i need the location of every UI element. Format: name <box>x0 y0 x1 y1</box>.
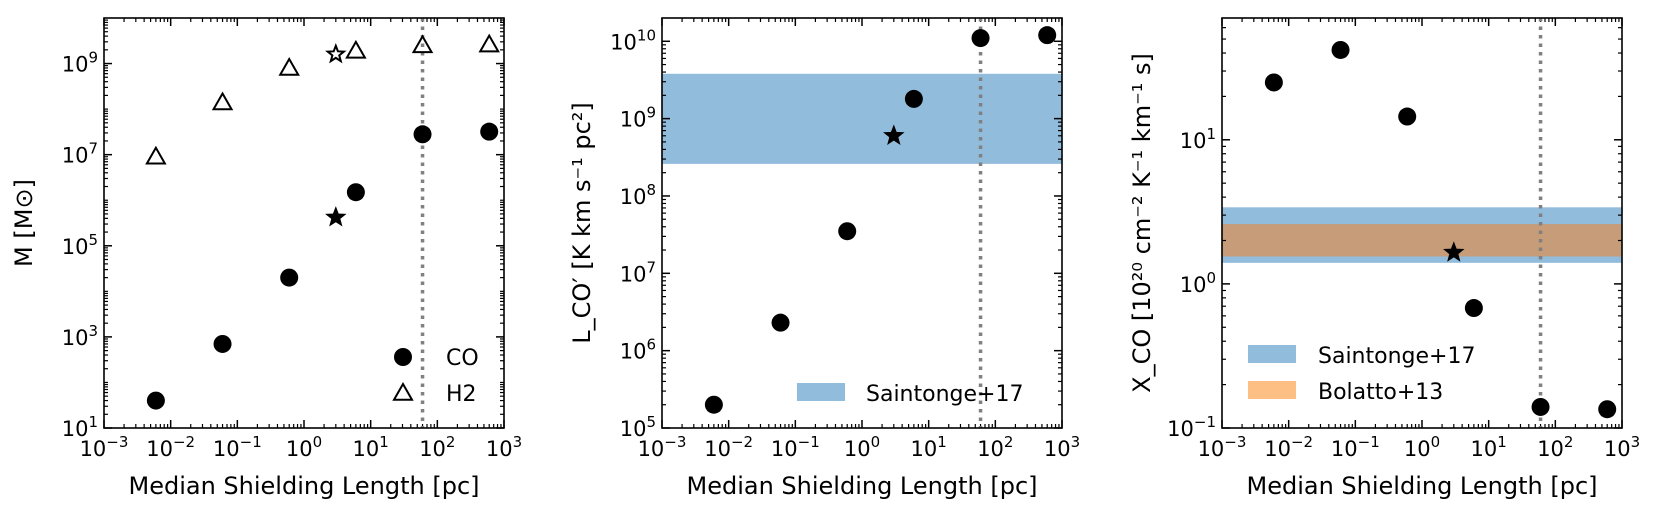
x-tick-label: 101 <box>1471 433 1507 461</box>
plot-frame <box>103 17 505 429</box>
x-tick-label: 101 <box>911 433 947 461</box>
chart-panel-mass: 10−3 10−2 10−1 100 101 102 103 101 103 105 107 109 M… <box>10 17 522 500</box>
x-tick-label: 101 <box>353 433 389 461</box>
chart-panel-luminosity: 10−3 10−2 10−1 100 101 102 103 105 106 107 108 109 1… <box>568 17 1080 500</box>
co-point <box>771 313 790 332</box>
x-tick-label: 10−2 <box>704 433 753 461</box>
y-tick-label: 101 <box>62 413 98 441</box>
x-tick-label: 10−3 <box>638 433 687 461</box>
star-filled-point <box>325 206 347 227</box>
y-tick-label: 100 <box>1180 269 1216 297</box>
y-tick-label: 105 <box>62 231 98 259</box>
x-tick-label: 10−3 <box>1198 433 1247 461</box>
x-axis-label: Median Shielding Length [pc] <box>128 472 479 500</box>
y-axis-label: X_CO [10²⁰ cm⁻² K⁻¹ km⁻¹ s] <box>1128 53 1156 393</box>
co-point <box>146 391 165 410</box>
legend: CO H2 <box>392 346 479 407</box>
y-tick-label: 109 <box>62 49 98 77</box>
y-tick-label: 108 <box>620 181 656 209</box>
y-tick-label: 107 <box>620 258 656 286</box>
co-point <box>480 122 499 141</box>
x-tick-label: 102 <box>977 433 1013 461</box>
plot-frame <box>1221 17 1623 429</box>
y-axis-label: M [M⊙] <box>10 179 38 267</box>
star-open-point <box>325 42 347 64</box>
legend-marker-triangle <box>392 381 414 401</box>
h2-point <box>411 34 434 54</box>
co-point <box>1598 400 1617 419</box>
co-point <box>838 222 857 241</box>
co-point <box>1264 73 1283 92</box>
y-tick-label: 1010 <box>610 26 656 54</box>
y-tick-label: 10−1 <box>1167 413 1216 441</box>
h2-point <box>211 91 234 111</box>
band-bolatto-13 <box>1222 224 1622 257</box>
y-tick-label: 105 <box>620 413 656 441</box>
co-point <box>904 89 923 108</box>
star-filled-point <box>883 124 905 145</box>
x-tick-label: 102 <box>419 433 455 461</box>
legend-swatch <box>1248 345 1296 363</box>
y-tick-label: 103 <box>62 322 98 350</box>
minor-ticks <box>104 18 504 428</box>
x-tick-label: 103 <box>486 433 522 461</box>
co-point <box>971 29 990 48</box>
x-axis-label: Median Shielding Length [pc] <box>686 472 1037 500</box>
co-point <box>213 334 232 353</box>
y-axis-label: L_CO′ [K km s⁻¹ pc²] <box>568 102 596 344</box>
co-point <box>1464 299 1483 318</box>
legend-label: CO <box>446 346 479 371</box>
x-tick-label: 102 <box>1537 433 1573 461</box>
legend: Saintonge+17 Bolatto+13 <box>1248 344 1475 405</box>
chart-panel-xco: 10−3 10−2 10−1 100 101 102 103 10−1 100 101 Median… <box>1128 17 1640 500</box>
legend-label: H2 <box>446 382 477 407</box>
h2-point <box>278 56 300 76</box>
x-tick-label: 103 <box>1604 433 1640 461</box>
co-point <box>1331 40 1350 59</box>
h2-point <box>345 39 367 59</box>
h2-point <box>478 33 500 53</box>
co-point <box>1531 397 1550 416</box>
x-tick-label: 10−2 <box>146 433 195 461</box>
x-tick-label: 100 <box>286 433 322 461</box>
legend-swatch <box>1248 381 1296 399</box>
star-filled-point <box>1443 241 1465 262</box>
x-tick-label: 100 <box>844 433 880 461</box>
legend: Saintonge+17 <box>797 382 1023 407</box>
y-tick-label: 101 <box>1180 125 1216 153</box>
legend-marker-circle <box>394 348 412 366</box>
x-axis-label: Median Shielding Length [pc] <box>1246 472 1597 500</box>
legend-label: Saintonge+17 <box>1318 344 1475 369</box>
x-tick-label: 103 <box>1044 433 1080 461</box>
co-point <box>1398 107 1417 126</box>
x-tick-label: 10−2 <box>1264 433 1313 461</box>
legend-label: Saintonge+17 <box>866 382 1023 407</box>
co-point <box>1038 26 1057 45</box>
x-tick-label: 10−1 <box>213 433 262 461</box>
co-point <box>704 395 723 414</box>
co-point <box>413 125 432 144</box>
x-tick-label: 10−3 <box>80 433 129 461</box>
band-saintonge-17 <box>662 73 1062 164</box>
y-tick-label: 107 <box>62 140 98 168</box>
co-point <box>346 183 365 202</box>
legend-label: Bolatto+13 <box>1318 380 1443 405</box>
co-point <box>280 268 299 287</box>
h2-point <box>145 145 167 165</box>
x-tick-label: 100 <box>1404 433 1440 461</box>
x-tick-label: 10−1 <box>771 433 820 461</box>
y-tick-label: 109 <box>620 104 656 132</box>
x-tick-label: 10−1 <box>1331 433 1380 461</box>
plot-frame <box>661 17 1063 429</box>
y-tick-label: 106 <box>620 336 656 364</box>
legend-swatch <box>797 383 845 401</box>
